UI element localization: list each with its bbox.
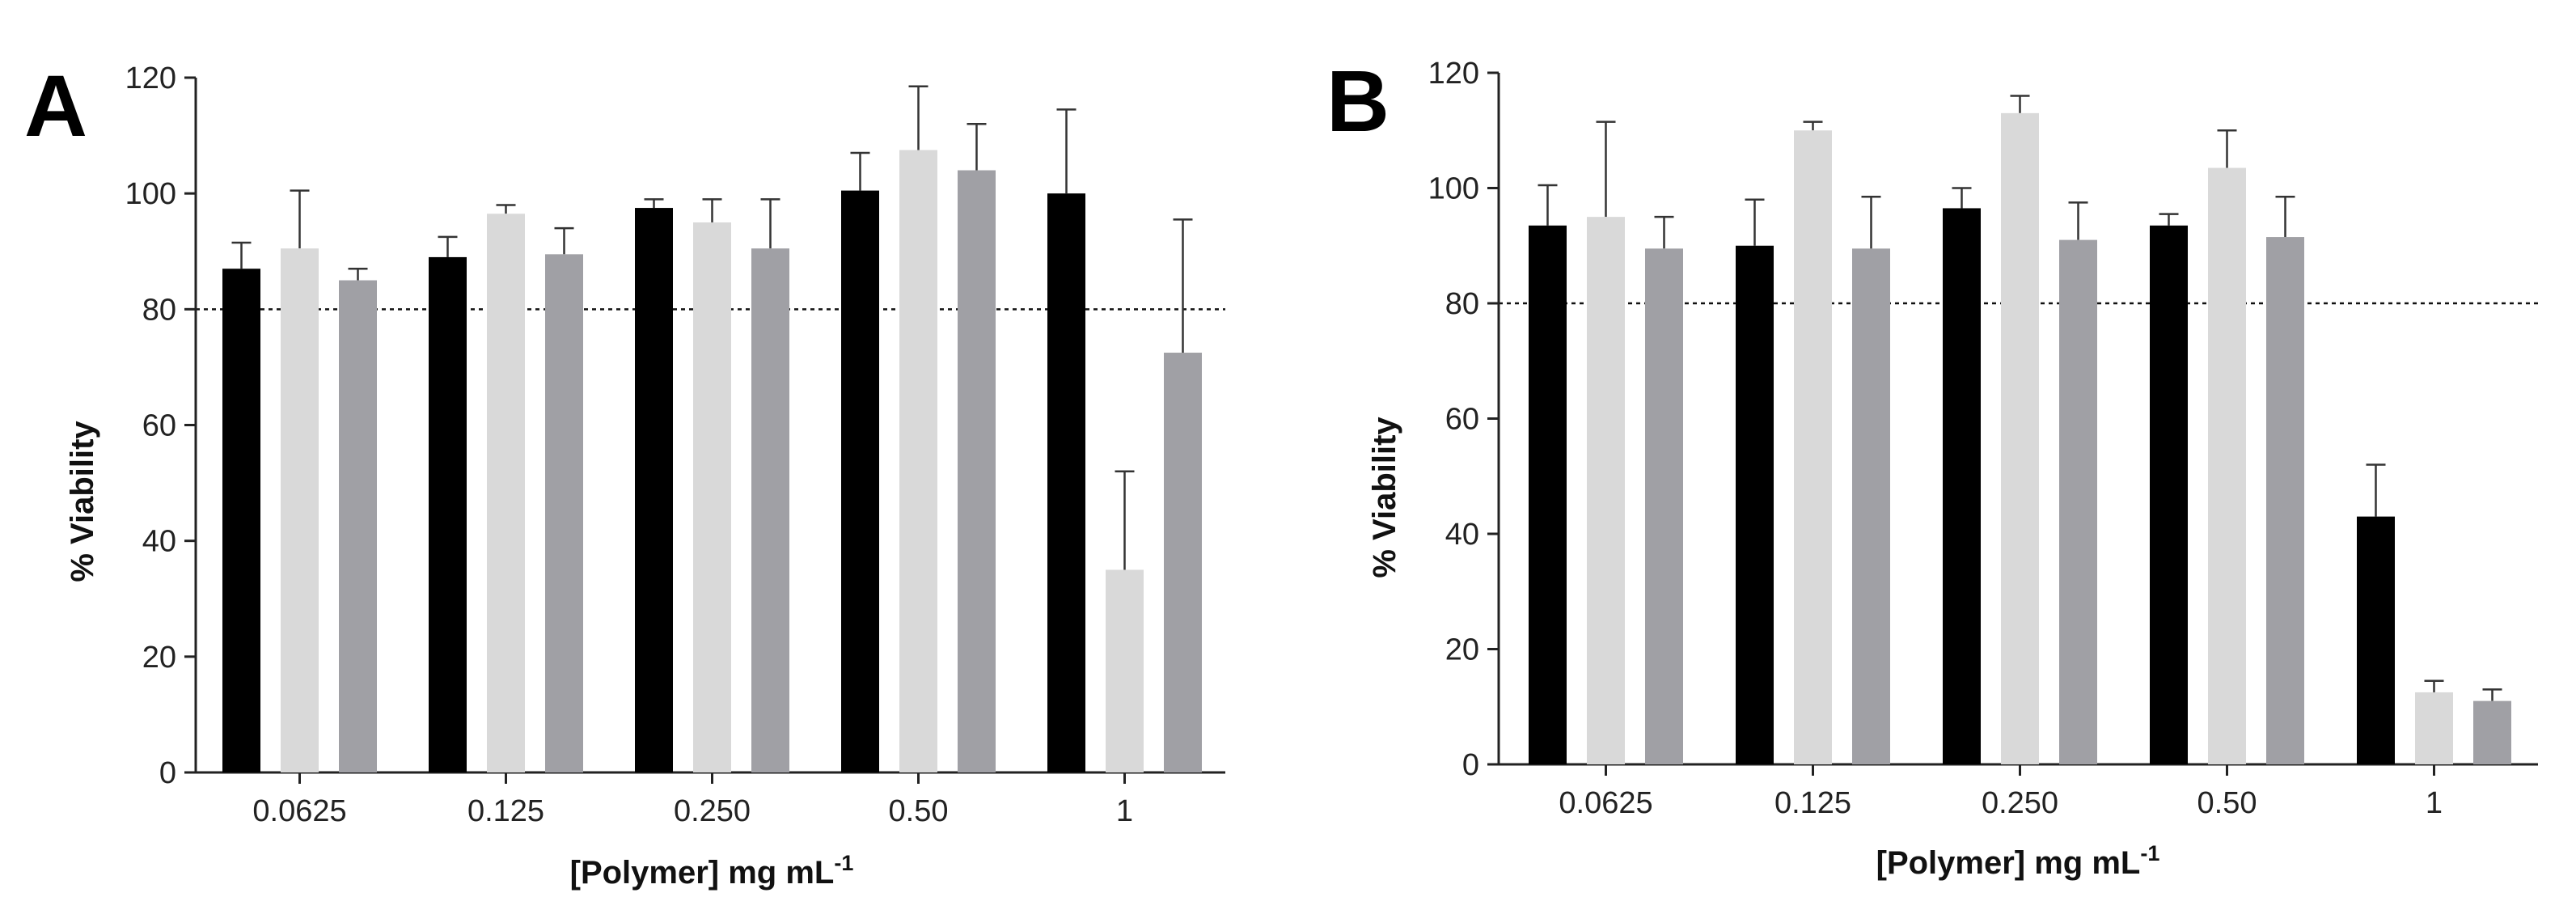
bar-series-3-0.125 [1852, 248, 1890, 764]
bar-series-3-1 [2473, 700, 2511, 764]
panel-b-x-tick-label: 0.0625 [1559, 786, 1652, 820]
panel-b: B 0 20 40 60 80 100 120 0.0625 0.125 0.250 0.50 1 %… [1326, 52, 2538, 881]
bar-series-3-0.50 [2266, 237, 2304, 764]
panel-a-plot: 0 20 40 60 80 100 120 0.0625 0.125 0.250 0.50 1 [125, 61, 1225, 828]
bar-series-1-0.125 [429, 256, 467, 772]
panel-b-y-tick-label: 100 [1428, 172, 1479, 206]
bar-series-3-0.250 [2059, 239, 2097, 764]
bar-series-2-0.125 [1794, 130, 1832, 764]
panel-letter-a: A [24, 57, 87, 154]
panel-b-plot: 0 20 40 60 80 100 120 0.0625 0.125 0.250 0.50 1 [1428, 57, 2538, 820]
bar-series-2-0.250 [693, 222, 731, 772]
panel-b-y-tick-label: 0 [1462, 748, 1479, 782]
panel-b-x-tick-label: 0.250 [1982, 786, 2058, 820]
bar-series-1-0.50 [841, 190, 879, 772]
panel-letter-b: B [1326, 52, 1390, 150]
panel-a-y-tick-label: 20 [142, 641, 176, 675]
panel-b-y-tick-label: 60 [1445, 403, 1479, 437]
panel-a-y-tick-label: 80 [142, 293, 176, 327]
bar-series-3-0.50 [958, 170, 996, 773]
bar-series-1-0.250 [635, 208, 673, 772]
bar-series-2-0.125 [487, 214, 525, 772]
panel-a-y-tick-label: 40 [142, 525, 176, 559]
bar-series-2-0.0625 [1587, 217, 1625, 764]
panel-a-x-tick-label: 0.250 [674, 794, 751, 828]
bar-series-3-0.250 [751, 248, 789, 772]
bar-series-2-1 [1106, 569, 1144, 772]
bar-series-3-0.0625 [1645, 248, 1683, 764]
panel-a-x-tick-label: 0.125 [467, 794, 544, 828]
bar-series-1-0.50 [2150, 225, 2188, 764]
bar-series-2-0.50 [899, 150, 937, 772]
panel-b-y-tick-label: 40 [1445, 518, 1479, 552]
panel-b-x-tick-label: 0.125 [1774, 786, 1851, 820]
panel-a-x-axis-label: [Polymer] mg mL-1 [570, 851, 854, 891]
panel-b-x-tick-label: 0.50 [2197, 786, 2257, 820]
bar-series-2-0.50 [2208, 167, 2246, 764]
panel-a-y-tick-label: 60 [142, 409, 176, 443]
bar-series-2-0.250 [2001, 112, 2039, 764]
panel-b-y-tick-label: 80 [1445, 287, 1479, 321]
panel-a-y-axis-label: % Viability [65, 421, 100, 582]
bar-series-3-0.0625 [339, 280, 377, 773]
panel-a: A 0 20 40 60 80 100 120 0.0625 0.125 0.250 0.50 1 %… [24, 57, 1225, 891]
panel-a-y-tick-label: 120 [125, 61, 176, 95]
panel-b-y-tick-label: 120 [1428, 57, 1479, 91]
bar-series-1-0.0625 [1529, 225, 1567, 764]
panel-b-x-tick-label: 1 [2426, 786, 2443, 820]
panel-b-y-axis-label: % Viability [1367, 417, 1402, 578]
bar-series-2-1 [2415, 692, 2453, 764]
bar-series-1-0.125 [1736, 245, 1774, 764]
panel-a-x-tick-label: 0.0625 [252, 794, 346, 828]
bar-series-2-0.0625 [281, 248, 319, 772]
panel-a-x-tick-label: 1 [1116, 794, 1133, 828]
bar-series-3-1 [1164, 353, 1202, 772]
bar-series-1-1 [1047, 193, 1085, 772]
panel-b-y-tick-label: 20 [1445, 633, 1479, 667]
panel-a-x-tick-label: 0.50 [889, 794, 949, 828]
bar-series-3-0.125 [545, 254, 583, 772]
panel-b-x-axis-label: [Polymer] mg mL-1 [1876, 841, 2160, 881]
panel-a-y-tick-label: 100 [125, 177, 176, 211]
bar-series-1-0.250 [1943, 208, 1981, 764]
panel-a-y-tick-label: 0 [159, 756, 176, 790]
bar-series-1-1 [2357, 516, 2395, 764]
bar-series-1-0.0625 [222, 269, 260, 773]
